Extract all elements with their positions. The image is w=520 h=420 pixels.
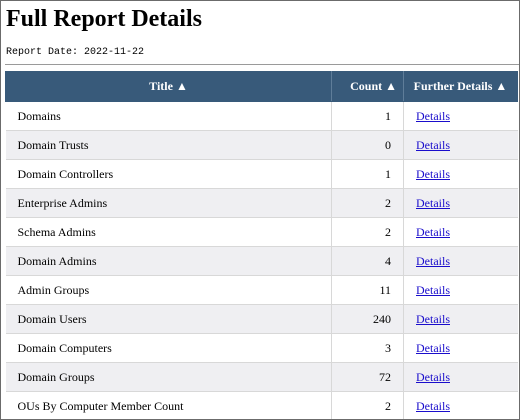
table-row: Enterprise Admins 2 Details xyxy=(5,188,518,218)
row-title: Domain Admins xyxy=(5,246,332,276)
row-count: 1 xyxy=(331,159,404,189)
row-title: Admin Groups xyxy=(5,275,332,305)
table-row: Domain Controllers 1 Details xyxy=(5,159,518,189)
row-details-cell: Details xyxy=(403,101,518,131)
row-count: 72 xyxy=(331,362,404,392)
row-title: Enterprise Admins xyxy=(5,188,332,218)
row-count: 2 xyxy=(331,217,404,247)
row-details-cell: Details xyxy=(403,275,518,305)
row-details-cell: Details xyxy=(403,246,518,276)
row-count: 3 xyxy=(331,333,404,363)
row-title: Domain Computers xyxy=(5,333,332,363)
details-link[interactable]: Details xyxy=(416,369,450,384)
details-link[interactable]: Details xyxy=(416,108,450,123)
column-header-count[interactable]: Count ▲ xyxy=(331,71,404,102)
row-title: Domain Trusts xyxy=(5,130,332,160)
row-title: Domain Controllers xyxy=(5,159,332,189)
row-count: 11 xyxy=(331,275,404,305)
table-row: Schema Admins 2 Details xyxy=(5,217,518,247)
row-title: Schema Admins xyxy=(5,217,332,247)
row-title: OUs By Computer Member Count xyxy=(5,391,332,419)
table-row: Domain Groups 72 Details xyxy=(5,362,518,392)
row-title: Domains xyxy=(5,101,332,131)
divider xyxy=(5,64,519,65)
row-count: 240 xyxy=(331,304,404,334)
details-link[interactable]: Details xyxy=(416,224,450,239)
table-row: Domain Users 240 Details xyxy=(5,304,518,334)
row-title: Domain Groups xyxy=(5,362,332,392)
details-link[interactable]: Details xyxy=(416,166,450,181)
row-count: 2 xyxy=(331,188,404,218)
details-link[interactable]: Details xyxy=(416,195,450,210)
row-details-cell: Details xyxy=(403,130,518,160)
details-link[interactable]: Details xyxy=(416,282,450,297)
header-row: Title ▲ Count ▲ Further Details ▲ xyxy=(5,71,518,102)
page-title: Full Report Details xyxy=(6,6,202,32)
row-details-cell: Details xyxy=(403,304,518,334)
row-details-cell: Details xyxy=(403,333,518,363)
details-link[interactable]: Details xyxy=(416,253,450,268)
table-row: Domain Computers 3 Details xyxy=(5,333,518,363)
details-link[interactable]: Details xyxy=(416,340,450,355)
row-details-cell: Details xyxy=(403,391,518,419)
table-header: Title ▲ Count ▲ Further Details ▲ xyxy=(5,71,518,102)
column-header-further-details[interactable]: Further Details ▲ xyxy=(403,71,518,102)
row-details-cell: Details xyxy=(403,217,518,247)
table-row: OUs By Computer Member Count 2 Details xyxy=(5,391,518,419)
row-details-cell: Details xyxy=(403,188,518,218)
table-body: Domains 1 Details Domain Trusts 0 Details Doma… xyxy=(5,101,518,419)
row-count: 4 xyxy=(331,246,404,276)
row-count: 2 xyxy=(331,391,404,419)
table-row: Domain Admins 4 Details xyxy=(5,246,518,276)
row-title: Domain Users xyxy=(5,304,332,334)
row-count: 0 xyxy=(331,130,404,160)
table-row: Domains 1 Details xyxy=(5,101,518,131)
column-header-title[interactable]: Title ▲ xyxy=(5,71,332,102)
report-date: Report Date: 2022-11-22 xyxy=(6,47,145,58)
row-details-cell: Details xyxy=(403,362,518,392)
row-count: 1 xyxy=(331,101,404,131)
details-link[interactable]: Details xyxy=(416,137,450,152)
table-row: Domain Trusts 0 Details xyxy=(5,130,518,160)
table-row: Admin Groups 11 Details xyxy=(5,275,518,305)
report-table: Title ▲ Count ▲ Further Details ▲ Domain… xyxy=(5,71,518,419)
details-link[interactable]: Details xyxy=(416,311,450,326)
row-details-cell: Details xyxy=(403,159,518,189)
details-link[interactable]: Details xyxy=(416,398,450,413)
